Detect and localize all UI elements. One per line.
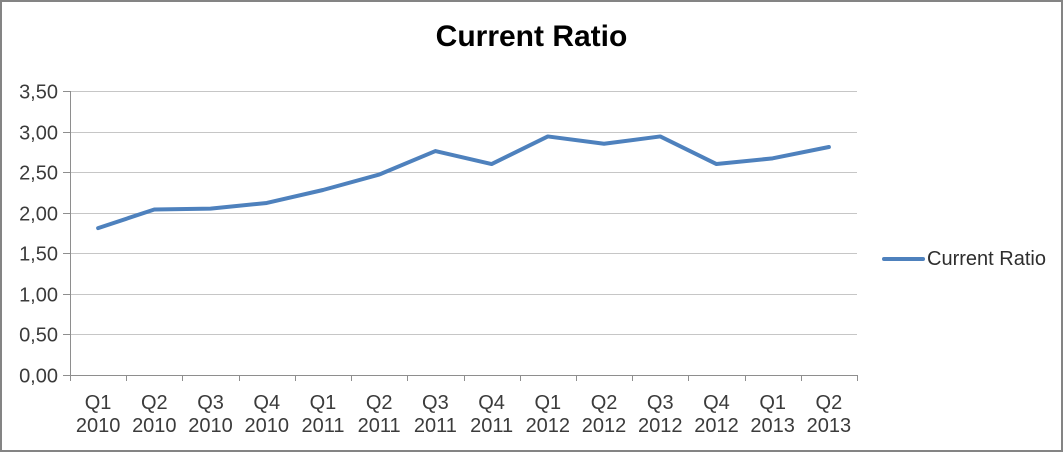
y-axis-ticks-labels: 0,00 0,50 1,00 1,50 2,00 2,50 3,00 3,50 — [19, 82, 70, 388]
legend-line-swatch — [882, 257, 925, 261]
y-tick-label: 1,50 — [19, 244, 58, 266]
axes — [70, 91, 857, 376]
x-tick-label: Q1 2013 — [750, 392, 795, 437]
x-tick-label: Q1 2010 — [76, 392, 121, 437]
y-tick-label: 2,00 — [19, 204, 58, 226]
y-tick-label: 2,50 — [19, 163, 58, 185]
y-tick-label: 3,00 — [19, 123, 58, 145]
x-tick-label: Q2 2010 — [132, 392, 177, 437]
x-tick-label: Q4 2010 — [245, 392, 290, 437]
x-tick-label: Q1 2012 — [526, 392, 571, 437]
series-line-current-ratio — [96, 134, 831, 231]
x-tick-label: Q3 2010 — [188, 392, 233, 437]
x-tick-label: Q4 2012 — [694, 392, 739, 437]
x-tick-label: Q3 2011 — [414, 392, 457, 437]
legend-label: Current Ratio — [927, 247, 1046, 270]
y-tick-label: 1,00 — [19, 285, 58, 307]
y-tick-label: 3,50 — [19, 82, 58, 104]
x-tick-label: Q2 2012 — [582, 392, 627, 437]
x-tick-label: Q1 2011 — [301, 392, 344, 437]
chart-title: Current Ratio — [435, 20, 628, 53]
x-tick-label: Q2 2013 — [807, 392, 852, 437]
x-tick-label: Q2 2011 — [358, 392, 401, 437]
legend: Current Ratio — [882, 248, 1046, 270]
gridlines — [70, 91, 857, 335]
y-tick-label: 0,00 — [19, 366, 58, 388]
x-tick-label: Q3 2012 — [638, 392, 683, 437]
y-tick-label: 0,50 — [19, 325, 58, 347]
x-tick-label: Q4 2011 — [470, 392, 513, 437]
